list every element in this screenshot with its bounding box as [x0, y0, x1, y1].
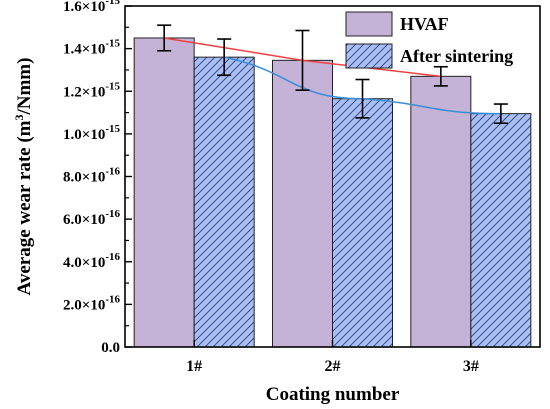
y-tick-label: 1.4×10-15: [63, 38, 120, 58]
error-bar-after-sintering-3: [493, 103, 508, 125]
y-tick-label: 1.2×10-15: [63, 80, 120, 100]
x-tick-label: 3#: [463, 358, 479, 375]
legend-label-hvaf: HVAF: [400, 14, 449, 34]
y-tick-label: 6.0×10-16: [63, 208, 120, 228]
y-axis-title-sup: 3: [12, 115, 26, 121]
y-tick-label: 0.0: [101, 340, 120, 356]
y-axis-title-suffix: /Nmm): [14, 58, 35, 116]
bar-hvaf-2: [272, 59, 333, 348]
bar-hvaf-3: [410, 75, 472, 348]
y-axis-title-prefix: Average wear rate (m: [14, 120, 35, 295]
y-tick-label: 2.0×10-16: [63, 293, 120, 313]
y-tick-label: 8.0×10-16: [63, 166, 120, 186]
legend-label-after-sintering: After sintering: [400, 46, 513, 66]
legend-swatch-after-sintering: [345, 43, 393, 69]
bar-after-sintering-3: [470, 113, 532, 348]
bar-after-sintering-1: [193, 56, 255, 348]
bar-hvaf-1: [133, 37, 195, 348]
error-bar-hvaf-3: [433, 65, 448, 87]
y-tick-label: 1.6×10-15: [63, 0, 120, 15]
y-tick-label: 4.0×10-16: [63, 251, 120, 271]
x-tick-label: 2#: [325, 358, 341, 375]
legend-swatch-hvaf: [345, 11, 393, 37]
bar-after-sintering-2: [332, 98, 393, 348]
error-bar-after-sintering-2: [355, 78, 370, 119]
x-tick-label: 1#: [186, 358, 202, 375]
error-bar-hvaf-2: [295, 29, 310, 91]
error-bar-hvaf-1: [157, 24, 172, 52]
error-bar-after-sintering-1: [217, 38, 232, 77]
legend: HVAF After sintering: [345, 11, 513, 69]
y-axis-title: Average wear rate (m3/Nmm): [12, 58, 35, 296]
x-axis-title: Coating number: [266, 384, 400, 405]
y-tick-label: 1.0×10-15: [63, 123, 120, 143]
